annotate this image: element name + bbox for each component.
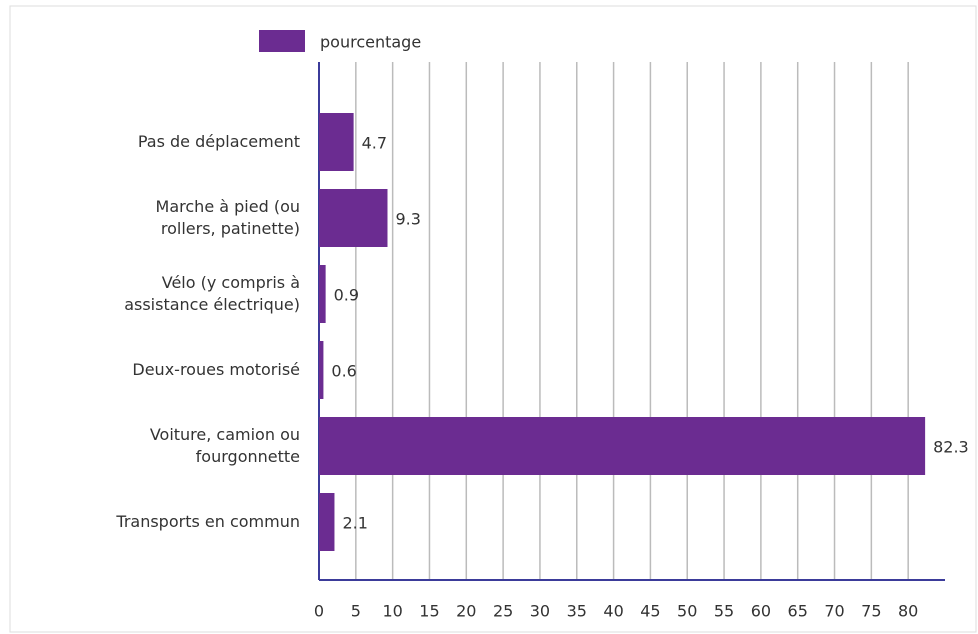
x-tick-label: 40 bbox=[603, 602, 623, 621]
legend-swatch bbox=[259, 30, 305, 52]
x-tick-label: 80 bbox=[898, 602, 918, 621]
x-tick-label: 75 bbox=[861, 602, 881, 621]
x-tick-label: 50 bbox=[677, 602, 697, 621]
x-tick-label: 45 bbox=[640, 602, 660, 621]
y-tick-label: Voiture, camion ou fourgonnette bbox=[150, 425, 300, 466]
x-tick-label: 25 bbox=[493, 602, 513, 621]
x-tick-label: 65 bbox=[788, 602, 808, 621]
y-tick-label: Transports en commun bbox=[115, 512, 300, 531]
bar bbox=[319, 189, 388, 247]
x-tick-label: 70 bbox=[824, 602, 844, 621]
y-tick-label: Marche à pied (ou rollers, patinette) bbox=[156, 197, 300, 238]
value-label: 82.3 bbox=[933, 438, 969, 457]
x-tick-label: 15 bbox=[419, 602, 439, 621]
bar bbox=[319, 417, 926, 475]
x-tick-label: 5 bbox=[351, 602, 361, 621]
x-tick-label: 20 bbox=[456, 602, 476, 621]
bar bbox=[319, 265, 326, 323]
x-tick-label: 35 bbox=[567, 602, 587, 621]
value-label: 4.7 bbox=[362, 134, 387, 153]
y-tick-label: Deux-roues motorisé bbox=[132, 360, 300, 379]
x-tick-label: 30 bbox=[530, 602, 550, 621]
y-tick-label: Vélo (y compris à assistance électrique) bbox=[124, 273, 300, 314]
value-label: 0.9 bbox=[334, 286, 359, 305]
y-tick-label: Pas de déplacement bbox=[138, 132, 300, 151]
x-tick-label: 60 bbox=[751, 602, 771, 621]
x-tick-label: 0 bbox=[314, 602, 324, 621]
bar bbox=[319, 113, 354, 171]
x-tick-label: 10 bbox=[382, 602, 402, 621]
bar bbox=[319, 341, 324, 399]
frame bbox=[9, 5, 977, 633]
x-tick-label: 55 bbox=[714, 602, 734, 621]
value-label: 2.1 bbox=[342, 514, 367, 533]
bar bbox=[319, 493, 335, 551]
value-label: 0.6 bbox=[331, 362, 356, 381]
legend-label: pourcentage bbox=[320, 33, 421, 52]
value-label: 9.3 bbox=[395, 210, 420, 229]
